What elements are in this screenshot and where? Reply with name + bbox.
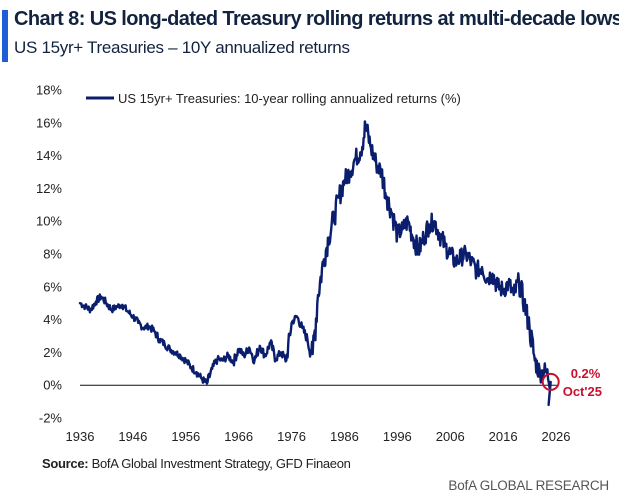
x-tick-label: 2026	[542, 429, 571, 444]
x-tick-label: 1946	[118, 429, 147, 444]
x-tick-label: 1996	[383, 429, 412, 444]
x-tick-label: 1966	[224, 429, 253, 444]
y-tick-label: 0%	[43, 378, 62, 393]
y-axis: 18% 16% 14% 12% 10% 8% 6% 4% 2% 0% -2%	[36, 83, 62, 426]
y-tick-label: 10%	[36, 214, 62, 229]
source-label: Source:	[42, 456, 89, 471]
source-note: Source: BofA Global Investment Strategy,…	[42, 456, 351, 471]
x-tick-label: 1936	[66, 429, 95, 444]
annotation-date: Oct'25	[563, 384, 602, 399]
annotation-circle	[541, 372, 560, 391]
source-text: BofA Global Investment Strategy, GFD Fin…	[91, 456, 351, 471]
x-tick-label: 2006	[436, 429, 465, 444]
y-tick-label: 12%	[36, 181, 62, 196]
x-axis: 1936 1946 1956 1966 1976 1986 1996 2006 2016 2026	[66, 429, 571, 444]
x-tick-label: 1976	[277, 429, 306, 444]
annotation: 0.2% Oct'25	[541, 366, 602, 399]
x-tick-label: 1986	[330, 429, 359, 444]
chart-subtitle: US 15yr+ Treasuries – 10Y annualized ret…	[14, 38, 350, 57]
y-tick-label: 8%	[43, 247, 62, 262]
legend: US 15yr+ Treasuries: 10-year rolling ann…	[86, 91, 461, 106]
x-tick-label: 1956	[171, 429, 200, 444]
x-tick-label: 2016	[489, 429, 518, 444]
y-tick-label: 14%	[36, 148, 62, 163]
brand-label: BofA GLOBAL RESEARCH	[448, 478, 609, 493]
y-tick-label: 16%	[36, 115, 62, 130]
annotation-value: 0.2%	[571, 366, 601, 381]
series-line	[78, 120, 552, 407]
legend-label: US 15yr+ Treasuries: 10-year rolling ann…	[118, 91, 461, 106]
y-tick-label: 2%	[43, 345, 62, 360]
y-tick-label: 4%	[43, 312, 62, 327]
chart-title: Chart 8: US long-dated Treasury rolling …	[14, 8, 619, 30]
title-accent-bar	[2, 10, 8, 62]
y-tick-label: -2%	[39, 411, 63, 426]
y-tick-label: 6%	[43, 279, 62, 294]
y-tick-label: 18%	[36, 83, 62, 98]
